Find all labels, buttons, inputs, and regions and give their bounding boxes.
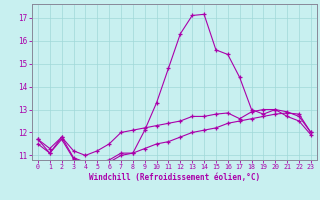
X-axis label: Windchill (Refroidissement éolien,°C): Windchill (Refroidissement éolien,°C) xyxy=(89,173,260,182)
